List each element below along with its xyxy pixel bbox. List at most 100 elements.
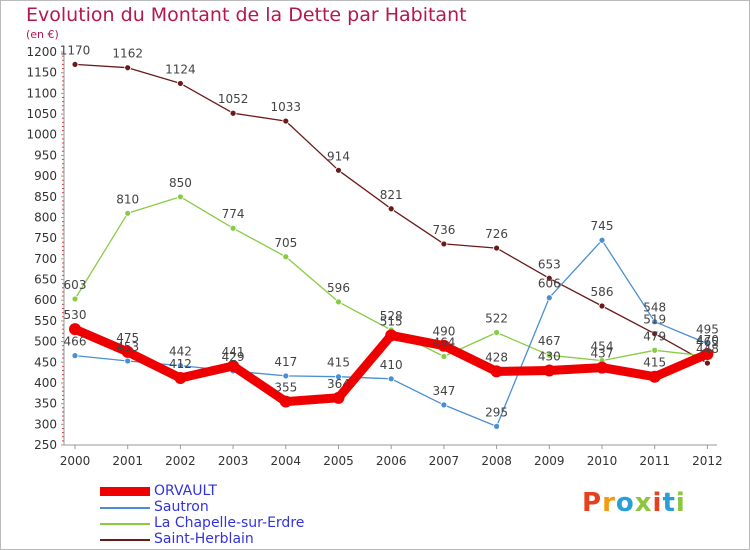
data-point (124, 64, 132, 72)
y-tick-label: 1000 (26, 128, 57, 142)
x-tick-label: 2006 (376, 454, 407, 468)
data-label: 774 (222, 207, 245, 221)
data-label: 914 (327, 149, 350, 163)
data-label: 1124 (165, 62, 196, 76)
data-label: 453 (116, 340, 139, 354)
y-tick-label: 350 (34, 397, 57, 411)
data-label: 467 (538, 334, 561, 348)
data-label: 437 (591, 347, 614, 361)
data-label: 726 (485, 227, 508, 241)
y-tick-label: 450 (34, 355, 57, 369)
data-label: 603 (64, 278, 87, 292)
data-label: 810 (116, 192, 139, 206)
data-point (69, 323, 81, 336)
data-label: 548 (643, 301, 666, 315)
x-tick-label: 2005 (323, 454, 354, 468)
legend-label: Saint-Herblain (154, 531, 254, 547)
data-point (490, 365, 503, 378)
data-label: 850 (169, 176, 192, 190)
data-point (279, 395, 292, 408)
brand-letter: o (615, 488, 635, 518)
data-label: 464 (432, 335, 455, 349)
data-label: 410 (380, 358, 403, 372)
data-point (701, 347, 714, 360)
data-point (493, 244, 501, 252)
data-label: 1170 (60, 43, 91, 57)
data-label: 1052 (218, 92, 249, 106)
legend-swatch (100, 487, 150, 496)
legend-swatch (100, 523, 150, 525)
data-point (596, 361, 608, 374)
data-point (121, 345, 134, 358)
data-point (335, 166, 342, 174)
x-tick-label: 2008 (481, 454, 512, 468)
brand-letter: i (652, 488, 663, 518)
y-tick-label: 650 (34, 273, 57, 287)
data-point (440, 353, 448, 360)
data-label: 495 (696, 323, 719, 337)
data-point (124, 209, 132, 217)
data-label: 479 (643, 329, 666, 343)
data-label: 347 (432, 384, 455, 398)
data-point (545, 351, 553, 359)
data-point (335, 373, 342, 381)
x-tick-label: 2009 (534, 454, 565, 468)
data-label: 705 (274, 236, 297, 250)
data-label: 429 (222, 350, 245, 364)
data-point (437, 339, 450, 352)
data-point (387, 375, 395, 383)
data-label: 821 (380, 188, 403, 202)
y-tick-label: 1100 (26, 86, 57, 100)
x-tick-label: 2012 (692, 454, 723, 468)
data-label: 475 (116, 331, 139, 345)
x-tick-label: 2002 (165, 454, 196, 468)
data-point (387, 205, 395, 213)
data-label: 465 (696, 335, 719, 349)
x-tick-label: 2003 (218, 454, 249, 468)
brand-letter: t (662, 488, 676, 518)
x-tick-label: 2001 (112, 454, 143, 468)
data-point (598, 302, 606, 310)
data-label: 530 (64, 308, 87, 322)
data-point (71, 61, 79, 68)
data-label: 417 (274, 355, 297, 369)
legend-swatch (100, 539, 150, 541)
x-tick-label: 2011 (639, 454, 670, 468)
y-tick-label: 400 (34, 376, 57, 390)
data-point (124, 357, 132, 365)
data-point (704, 359, 711, 367)
data-point (282, 117, 290, 125)
data-point (651, 318, 659, 326)
data-point (332, 391, 345, 404)
y-tick-label: 1150 (26, 66, 57, 80)
chart-subtitle: (en €) (26, 28, 59, 41)
data-point (545, 274, 553, 282)
data-point (704, 340, 711, 348)
data-label: 528 (380, 309, 403, 323)
y-tick-label: 250 (34, 438, 57, 452)
data-label: 490 (432, 325, 455, 339)
data-label: 364 (327, 377, 350, 391)
data-label: 653 (538, 257, 561, 271)
x-tick-label: 2000 (60, 454, 91, 468)
y-tick-label: 600 (34, 293, 57, 307)
legend-label: Sautron (154, 499, 209, 515)
data-point (493, 329, 501, 336)
data-label: 1162 (112, 47, 143, 61)
data-point (335, 298, 342, 306)
data-point (440, 401, 448, 409)
data-point (598, 236, 606, 244)
data-label: 412 (169, 357, 192, 371)
x-tick-label: 2004 (271, 454, 302, 468)
data-label: 1033 (271, 100, 302, 114)
data-label: 586 (591, 285, 614, 299)
brand-letter: x (634, 488, 653, 518)
y-tick-label: 300 (34, 417, 57, 431)
y-tick-label: 1200 (26, 45, 57, 59)
y-tick-label: 900 (34, 169, 57, 183)
data-point (227, 359, 240, 372)
data-point (648, 370, 661, 383)
data-label: 448 (696, 342, 719, 356)
data-label: 470 (696, 333, 719, 347)
data-label: 442 (169, 345, 192, 359)
